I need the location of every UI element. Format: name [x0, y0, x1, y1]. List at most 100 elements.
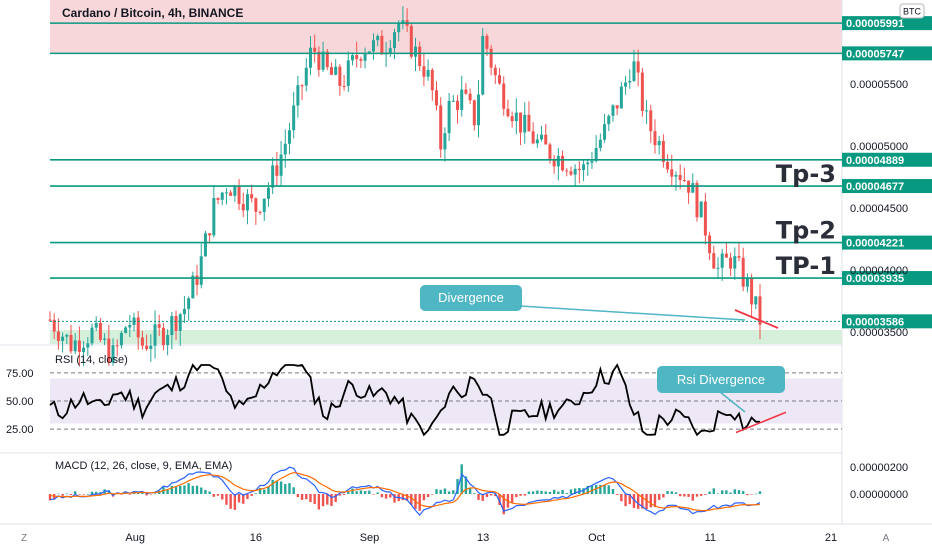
- macd-histogram-bar: [48, 494, 52, 501]
- macd-histogram-bar: [410, 494, 413, 505]
- candle: [380, 30, 384, 55]
- macd-histogram-bar: [242, 494, 245, 504]
- candle-body: [758, 296, 762, 325]
- macd-histogram-bar: [405, 494, 409, 501]
- macd-histogram-bar: [61, 494, 64, 496]
- candle: [661, 134, 665, 168]
- candle: [489, 45, 493, 76]
- candle: [472, 99, 476, 131]
- candle: [535, 133, 539, 148]
- candle: [577, 161, 581, 184]
- macd-histogram-bar: [510, 494, 514, 503]
- candle: [603, 113, 607, 143]
- macd-histogram-bar: [683, 494, 686, 497]
- candle: [703, 193, 707, 245]
- candle-body: [187, 298, 191, 309]
- level-price-tag[interactable]: [842, 46, 932, 61]
- candle: [73, 333, 77, 354]
- level-price-tag[interactable]: [842, 235, 932, 250]
- candle-body: [741, 257, 745, 287]
- candle-body: [708, 235, 712, 254]
- candle: [279, 141, 283, 186]
- candle-body: [212, 198, 216, 236]
- level-price-tag[interactable]: [842, 16, 932, 31]
- candle: [758, 283, 762, 340]
- candle: [754, 296, 758, 310]
- macd-histogram-bar: [141, 492, 144, 494]
- candle-body: [468, 93, 472, 101]
- candle-body: [691, 183, 695, 193]
- candle-body: [325, 51, 329, 68]
- candle-body: [540, 134, 544, 140]
- candle-body: [750, 278, 754, 305]
- candle: [187, 296, 191, 321]
- candle-body: [607, 115, 611, 125]
- rsi-axis-tick: 50.00: [6, 396, 34, 408]
- candle: [371, 33, 375, 60]
- candle: [174, 310, 178, 340]
- level-price-tag[interactable]: [842, 314, 932, 329]
- macd-histogram-bar: [452, 490, 455, 494]
- candle-body: [392, 32, 396, 49]
- rsi-axis-tick: 75.00: [6, 368, 34, 380]
- candle-body: [317, 51, 321, 70]
- macd-histogram-bar: [729, 492, 732, 494]
- auto-scale-button[interactable]: A: [883, 533, 890, 544]
- macd-histogram-bar: [536, 490, 539, 494]
- macd-histogram-bar: [678, 494, 682, 497]
- macd-histogram-bar: [275, 480, 279, 494]
- candle-body: [460, 89, 464, 110]
- level-price-tag[interactable]: [842, 152, 932, 167]
- candle: [342, 74, 346, 91]
- candle-body: [203, 233, 207, 257]
- macd-histogram-bar: [401, 494, 405, 501]
- rsi-divergence-callout[interactable]: [657, 366, 785, 393]
- candle-body: [603, 124, 607, 140]
- candle: [447, 92, 451, 141]
- candle-body: [426, 69, 430, 77]
- candle-body: [422, 66, 426, 77]
- macd-histogram-bar: [342, 494, 346, 495]
- candle: [229, 189, 233, 196]
- currency-badge-box[interactable]: [899, 3, 925, 19]
- candle: [678, 164, 682, 190]
- candle: [149, 334, 153, 362]
- candle: [632, 50, 636, 83]
- candle: [418, 41, 422, 71]
- candle-body: [258, 211, 262, 213]
- level-price-tag[interactable]: [842, 179, 932, 194]
- candle-body: [712, 253, 716, 269]
- macd-histogram-bar: [645, 494, 648, 510]
- candle: [531, 122, 535, 145]
- candle: [287, 122, 291, 155]
- zoom-button[interactable]: Z: [21, 533, 27, 544]
- candle-body: [531, 131, 535, 144]
- candle: [233, 184, 237, 202]
- candle: [132, 312, 136, 332]
- candle-body: [115, 345, 119, 347]
- macd-histogram-bar: [351, 488, 354, 494]
- macd-histogram-bar: [544, 491, 547, 494]
- candle: [166, 329, 170, 356]
- divergence-callout[interactable]: [420, 285, 522, 311]
- candle-body: [140, 337, 144, 346]
- macd-histogram-bar: [393, 494, 396, 503]
- candle-body: [590, 160, 594, 163]
- candle-body: [565, 170, 569, 172]
- candle: [77, 326, 81, 367]
- macd-histogram-bar: [128, 494, 132, 495]
- macd-histogram-bar: [708, 491, 711, 494]
- target-label: Tp-2: [776, 217, 836, 245]
- candle-body: [136, 317, 140, 338]
- candle-body: [594, 148, 598, 161]
- candle: [90, 323, 94, 346]
- candle: [136, 310, 140, 350]
- macd-histogram-bar: [179, 485, 182, 494]
- candle-body: [737, 256, 741, 258]
- candle-body: [157, 324, 161, 328]
- candle-body: [716, 267, 720, 269]
- level-price-tag[interactable]: [842, 271, 932, 286]
- rsi-divergence-line: [735, 411, 787, 434]
- macd-histogram-bar: [649, 494, 652, 508]
